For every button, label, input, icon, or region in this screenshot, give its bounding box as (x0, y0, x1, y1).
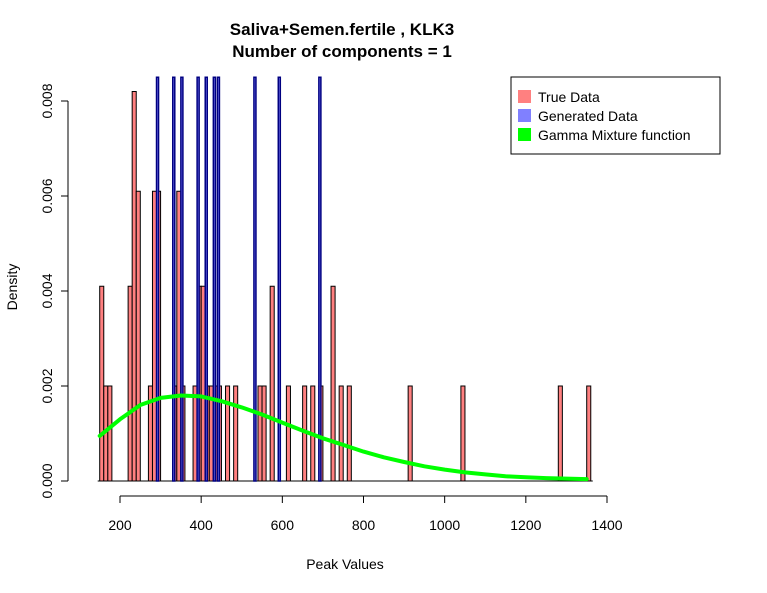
true-data-bar (586, 385, 592, 482)
true-data-bar (131, 91, 137, 482)
generated-data-bar (318, 76, 322, 482)
generated-data-bars (155, 76, 322, 482)
true-data-bar (460, 385, 466, 482)
gamma-mixture-line (97, 393, 589, 482)
legend-label-true-data: True Data (538, 89, 600, 105)
generated-data-bar (172, 76, 176, 482)
true-data-bar (99, 285, 105, 482)
x-tick-label: 1000 (429, 517, 460, 533)
true-data-bar (225, 385, 231, 482)
legend-box (510, 76, 721, 155)
generated-data-bar (180, 76, 184, 482)
true-data-bar (261, 385, 267, 482)
true-data-bar (135, 190, 141, 482)
true-data-bar (257, 385, 263, 482)
legend-label-generated-data: Generated Data (538, 108, 638, 124)
y-tick-label: 0.008 (39, 83, 55, 118)
legend: True Data Generated Data Gamma Mixture f… (510, 76, 721, 155)
generated-data-bar (212, 76, 217, 482)
y-tick-label: 0.000 (39, 463, 55, 498)
chart-subtitle: Number of components = 1 (232, 42, 452, 61)
true-data-bar (346, 385, 352, 482)
true-data-bar (557, 385, 563, 482)
legend-swatch-generated-data (518, 109, 531, 122)
x-tick-label: 600 (271, 517, 295, 533)
true-data-bar (107, 385, 113, 482)
x-tick-label: 1400 (591, 517, 622, 533)
true-data-bar (127, 285, 133, 482)
generated-data-bar (196, 76, 200, 482)
x-axis-label: Peak Values (306, 556, 384, 572)
generated-data-bar (216, 76, 221, 482)
legend-swatch-gamma-mixture (518, 128, 531, 141)
legend-label-gamma-mixture: Gamma Mixture function (538, 127, 691, 143)
generated-data-bar (204, 76, 209, 482)
x-tick-label: 400 (189, 517, 213, 533)
true-data-bar (233, 385, 239, 482)
y-axis-label: Density (4, 264, 20, 311)
y-axis: 0.000 0.002 0.004 0.006 0.008 (39, 83, 69, 499)
x-tick-label: 800 (352, 517, 376, 533)
generated-data-bar (253, 76, 257, 482)
true-data-bar (285, 385, 291, 482)
legend-swatch-true-data (518, 90, 531, 103)
true-data-bar (407, 385, 413, 482)
true-data-bar (330, 285, 336, 482)
y-tick-label: 0.004 (39, 273, 55, 308)
true-data-bar (338, 385, 344, 482)
generated-data-bar (155, 76, 160, 482)
x-tick-label: 1200 (510, 517, 541, 533)
x-axis: 200 400 600 800 1000 1200 1400 (108, 495, 623, 533)
y-tick-label: 0.006 (39, 178, 55, 213)
chart-title: Saliva+Semen.fertile , KLK3 (230, 20, 454, 39)
y-tick-label: 0.002 (39, 368, 55, 403)
true-data-bar (269, 285, 275, 482)
x-tick-label: 200 (108, 517, 132, 533)
generated-data-bar (277, 76, 282, 482)
